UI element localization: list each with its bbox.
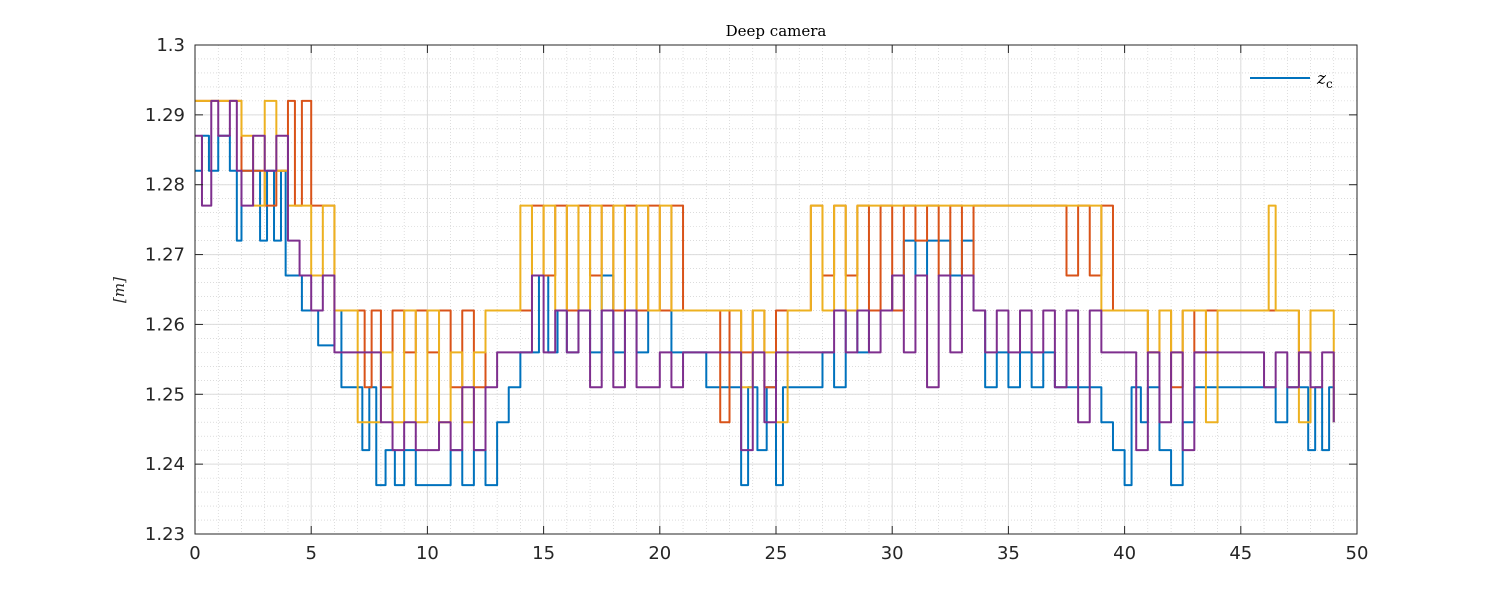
legend-label-main: z	[1316, 69, 1327, 89]
y-tick-label: 1.25	[145, 384, 185, 405]
y-tick-label: 1.26	[145, 314, 185, 335]
y-axis-label: [m]	[110, 277, 128, 303]
x-tick-label: 45	[1229, 543, 1252, 564]
y-tick-label: 1.27	[145, 245, 185, 266]
x-tick-label: 50	[1346, 543, 1369, 564]
y-tick-label: 1.24	[145, 454, 185, 475]
x-tick-labels: 0 5 10 15 20 25 30 35 40 45 50	[189, 543, 1368, 564]
x-tick-label: 0	[189, 543, 200, 564]
x-tick-label: 10	[416, 543, 439, 564]
series-layer	[195, 99, 1335, 487]
y-tick-label: 1.29	[145, 105, 185, 126]
x-tick-label: 20	[648, 543, 671, 564]
series-line-4	[195, 99, 1335, 452]
tick-marks	[194, 44, 1358, 535]
y-tick-label: 1.28	[145, 175, 185, 196]
legend: zc	[1250, 69, 1333, 91]
chart-title: Deep camera	[726, 22, 827, 40]
x-tick-label: 25	[765, 543, 788, 564]
legend-label-subscript: c	[1326, 77, 1333, 91]
y-tick-labels: 1.23 1.24 1.25 1.26 1.27 1.28 1.29 1.3	[145, 35, 185, 545]
x-tick-label: 5	[305, 543, 316, 564]
x-tick-label: 30	[881, 543, 904, 564]
x-tick-label: 35	[997, 543, 1020, 564]
x-tick-label: 15	[532, 543, 555, 564]
legend-label: zc	[1316, 69, 1333, 91]
y-tick-label: 1.3	[156, 35, 185, 56]
series-line-2	[195, 99, 1334, 424]
x-tick-label: 40	[1113, 543, 1136, 564]
y-tick-label: 1.23	[145, 524, 185, 545]
